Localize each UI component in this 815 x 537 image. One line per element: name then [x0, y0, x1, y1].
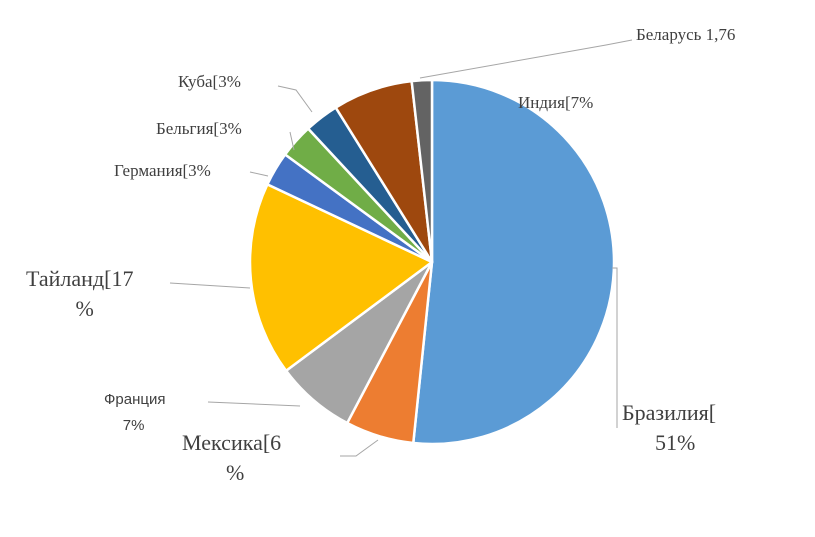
data-label-Тайланд: Тайланд[17% [26, 266, 133, 321]
leader-line-Мексика [340, 439, 379, 457]
data-label-Германия: Германия[3% [114, 161, 211, 180]
data-label-line: Франция [104, 391, 165, 408]
leader-line-Беларусь [419, 39, 633, 79]
leader-line-Франция [207, 401, 301, 407]
pie-slice-Бразилия [412, 78, 616, 446]
data-label-Индия: Индия[7% [518, 93, 593, 112]
data-label-line: Бразилия[ [622, 400, 716, 425]
leader-line-Куба [277, 85, 313, 113]
leader-line-Бельгия [289, 131, 295, 151]
data-label-Бразилия: Бразилия[ 51% [622, 400, 716, 455]
pie-slice-Тайланд [248, 183, 434, 373]
leader-line-Бразилия [612, 267, 618, 428]
data-label-line: Тайланд[17 [26, 266, 133, 291]
data-label-line: Германия[3% [114, 161, 211, 180]
data-label-Мексика: Мексика[6% [182, 430, 281, 485]
data-label-Беларусь: Беларусь 1,76 [636, 25, 735, 44]
data-label-line: 7% [123, 417, 145, 434]
data-label-line: Мексика[6 [182, 430, 281, 455]
data-label-line: % [226, 460, 244, 485]
pie-slice-Беларусь [410, 78, 434, 264]
leader-line-Германия [249, 171, 269, 177]
data-label-line: Индия[7% [518, 93, 593, 112]
data-label-Куба: Куба[3% [178, 72, 241, 91]
data-label-line: Бельгия[3% [156, 119, 242, 138]
leader-line-Тайланд [169, 282, 251, 289]
data-label-line: Куба[3% [178, 72, 241, 91]
data-label-line: % [76, 296, 94, 321]
data-label-line: 51% [655, 430, 695, 455]
data-label-Бельгия: Бельгия[3% [156, 119, 242, 138]
data-label-Франция: Франция 7% [104, 391, 165, 434]
data-label-line: Беларусь 1,76 [636, 25, 735, 44]
